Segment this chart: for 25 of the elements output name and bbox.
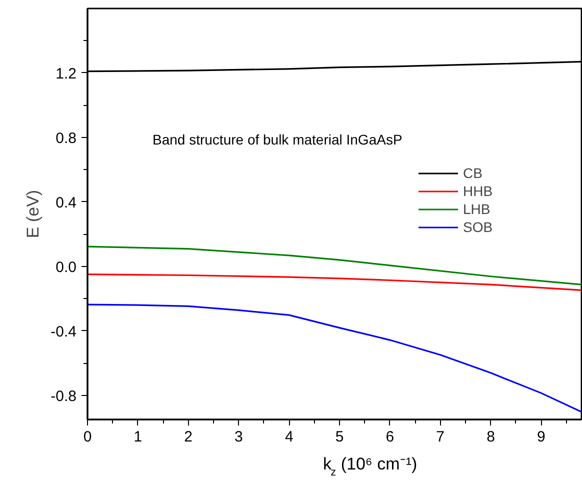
y-axis-title: E (eV) [24,190,43,238]
x-tick-label: 9 [537,428,546,446]
x-tick-label: 2 [184,428,192,446]
x-tick-label: 3 [234,428,243,446]
x-tick-label: 4 [284,428,294,446]
y-tick-label: 0.4 [56,194,77,212]
line-series [88,304,582,413]
x-tick-label: 1 [134,428,142,446]
annotation: Band structure of bulk material InGaAsP [152,132,402,148]
y-tick-label: -0.8 [50,388,77,405]
x-tick-label: 6 [386,428,394,446]
y-tick-label: -0.4 [50,323,77,340]
x-tick-label: 0 [83,428,92,446]
x-tick-label: 8 [486,428,495,446]
x-tick-label: 7 [436,428,445,446]
line-series [88,246,582,286]
legend-label: CB [463,165,483,181]
y-tick-label: 0.8 [56,130,77,147]
legend-label: LHB [463,201,490,217]
y-tick-label: 1.2 [56,65,77,82]
line-series [88,273,582,292]
legend-label: HHB [463,183,493,199]
x-tick-label: 5 [335,428,344,446]
y-tick-label: 0.0 [56,258,77,276]
legend-label: SOB [463,219,493,235]
